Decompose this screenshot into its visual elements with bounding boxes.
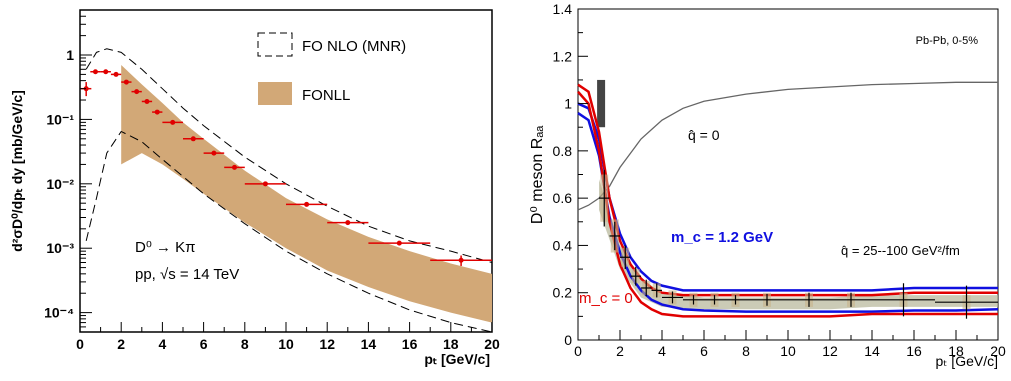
annotation-collision-system: Pb-Pb, 0-5% bbox=[916, 35, 979, 47]
data-point bbox=[211, 150, 217, 156]
left-chart-panel: 0 2 4 6 8 10 12 14 16 18 20 10⁻⁴ 10⁻³ 10⁻² 10⁻¹ 1 FO N… bbox=[0, 0, 505, 376]
label-mc-0: m_c = 0 bbox=[579, 290, 633, 307]
x-tick-label: 2 bbox=[117, 336, 125, 352]
model-curve bbox=[577, 81, 998, 211]
x-tick-label: 4 bbox=[658, 343, 666, 359]
y-tick-label: 1 bbox=[66, 47, 74, 63]
y-tick-label: 10⁻² bbox=[46, 176, 74, 192]
data-point bbox=[103, 69, 109, 75]
x-tick-label: 20 bbox=[484, 336, 500, 352]
x-tick-label: 2 bbox=[616, 343, 624, 359]
right-chart-panel: 0 2 4 6 8 10 12 14 16 18 20 0 0.2 0.4 0.6 0.8 1 1.2 1.4 P… bbox=[506, 0, 1011, 376]
legend-swatch-mnr bbox=[257, 32, 293, 57]
y-tick-label: 10⁻³ bbox=[46, 240, 74, 256]
fonll-band bbox=[121, 64, 492, 323]
x-tick-label: 16 bbox=[402, 336, 418, 352]
y-tick-label: 0.2 bbox=[553, 285, 573, 301]
legend: FO NLO (MNR) FONLL bbox=[257, 32, 406, 105]
data-point bbox=[304, 201, 310, 207]
x-tick-label: 20 bbox=[990, 343, 1006, 359]
data-point bbox=[458, 257, 464, 263]
y-axis-label: d²σD⁰/dpₜ dy [mb/GeV/c] bbox=[9, 90, 25, 252]
x-tick-label: 12 bbox=[319, 336, 335, 352]
x-tick-label: 8 bbox=[742, 343, 750, 359]
label-qhat-zero: q̂ = 0 bbox=[688, 127, 720, 143]
qhat-band bbox=[599, 179, 998, 310]
y-axis-label: D⁰ meson Rₐₐ bbox=[529, 125, 546, 224]
y-tick-label: 1 bbox=[564, 96, 572, 112]
y-tick-label: 0.8 bbox=[553, 143, 573, 159]
x-tick-label: 18 bbox=[443, 336, 459, 352]
x-tick-label: 14 bbox=[864, 343, 880, 359]
data-point bbox=[134, 89, 140, 95]
x-tick-label: 6 bbox=[700, 343, 708, 359]
y-tick-label: 0.6 bbox=[553, 190, 573, 206]
y-tick-label: 1.2 bbox=[553, 48, 573, 64]
y-tick-label: 1.4 bbox=[553, 1, 573, 17]
data-point bbox=[262, 181, 268, 187]
x-tick-label: 18 bbox=[948, 343, 964, 359]
x-tick-label: 10 bbox=[780, 343, 796, 359]
data-point bbox=[144, 98, 150, 104]
x-tick-label: 4 bbox=[159, 336, 167, 352]
legend-swatch-fonll bbox=[258, 82, 292, 105]
annotation-decay: D⁰ → Kπ bbox=[135, 239, 196, 256]
x-tick-label: 0 bbox=[574, 343, 582, 359]
dsigma-dpt-chart: 0 2 4 6 8 10 12 14 16 18 20 10⁻⁴ 10⁻³ 10⁻² 10⁻¹ 1 FO N… bbox=[9, 9, 500, 367]
x-axis-label: pₜ [GeV/c] bbox=[424, 351, 490, 367]
raa-chart: 0 2 4 6 8 10 12 14 16 18 20 0 0.2 0.4 0.6 0.8 1 1.2 1.4 P… bbox=[529, 1, 1006, 369]
mnr-upper-curve bbox=[85, 48, 493, 263]
x-tick-label: 8 bbox=[241, 336, 249, 352]
model-curve bbox=[577, 102, 998, 292]
x-tick-label: 6 bbox=[200, 336, 208, 352]
y-tick-label: 10⁻⁴ bbox=[44, 305, 74, 321]
data-point bbox=[232, 164, 237, 170]
legend-label-fonll: FONLL bbox=[302, 87, 350, 104]
legend-label-mnr: FO NLO (MNR) bbox=[302, 38, 406, 55]
data-point bbox=[154, 109, 160, 115]
mnr-lower-curve bbox=[85, 130, 493, 333]
x-tick-label: 14 bbox=[361, 336, 377, 352]
x-tick-label: 10 bbox=[278, 336, 294, 352]
data-point bbox=[92, 69, 98, 75]
x-tick-label: 0 bbox=[76, 336, 84, 352]
model-curve bbox=[577, 83, 998, 297]
data-point bbox=[123, 79, 129, 85]
x-tick-label: 16 bbox=[906, 343, 922, 359]
data-point bbox=[113, 71, 119, 77]
x-axis-label: pₜ [GeV/c] bbox=[936, 353, 999, 369]
y-tick-label: 0.4 bbox=[553, 237, 573, 253]
normalization-box bbox=[597, 79, 606, 128]
data-point bbox=[190, 136, 196, 142]
y-tick-label: 10⁻¹ bbox=[46, 111, 74, 127]
label-qhat-band: q̂ = 25--100 GeV²/fm bbox=[841, 243, 960, 258]
y-tick-label: 0 bbox=[564, 332, 572, 348]
label-mc-12: m_c = 1.2 GeV bbox=[671, 229, 773, 246]
data-point bbox=[83, 86, 89, 92]
data-point bbox=[345, 220, 351, 226]
data-point bbox=[396, 240, 402, 246]
annotation-energy: pp, √s = 14 TeV bbox=[135, 266, 239, 283]
x-tick-label: 12 bbox=[822, 343, 838, 359]
data-point bbox=[170, 119, 176, 125]
